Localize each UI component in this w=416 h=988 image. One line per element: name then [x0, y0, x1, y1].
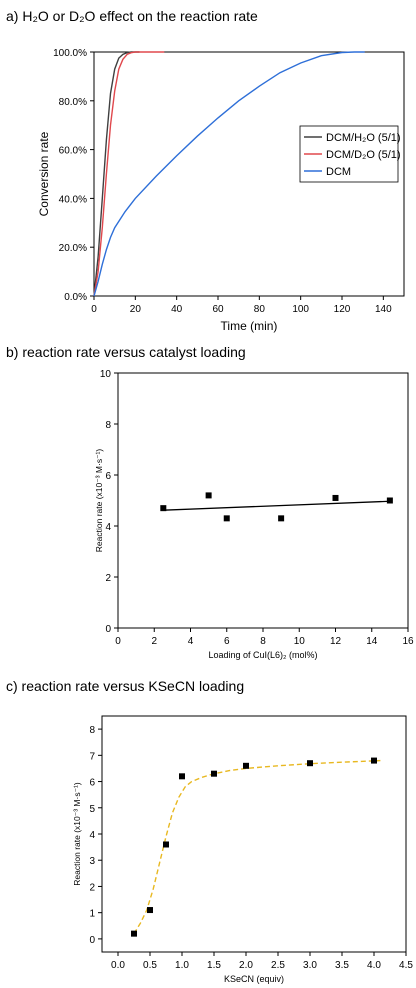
y-tick-label: 8 [89, 725, 95, 736]
y-tick-label: 10 [100, 369, 112, 380]
x-axis-label: Time (min) [221, 319, 278, 333]
data-point [223, 515, 230, 522]
y-tick-label: 6 [89, 778, 95, 789]
data-point [386, 497, 393, 504]
x-tick-label: 8 [260, 636, 266, 647]
x-tick-label: 4.5 [399, 960, 413, 971]
y-tick-label: 80.0% [59, 97, 87, 108]
y-tick-label: 0 [89, 935, 95, 946]
x-tick-label: 20 [130, 304, 142, 315]
y-tick-label: 6 [105, 471, 111, 482]
y-tick-label: 0.0% [64, 292, 87, 303]
plot-frame [93, 51, 405, 297]
chart-a-title: a) H₂O or D₂O effect on the reaction rat… [6, 8, 258, 24]
y-tick-label: 100.0% [53, 48, 87, 59]
y-tick-label: 3 [89, 856, 95, 867]
x-tick-label: 80 [254, 304, 266, 315]
y-tick-label: 2 [89, 882, 95, 893]
series-line-0 [93, 51, 140, 297]
data-point [147, 907, 153, 914]
panel-c: c) reaction rate versus KSeCN loading 0.… [0, 670, 416, 988]
x-axis-label: KSeCN (equiv) [224, 974, 284, 984]
chart-b-title: b) reaction rate versus catalyst loading [6, 344, 246, 360]
y-tick-label: 1 [89, 909, 95, 920]
x-tick-label: 0.0 [111, 960, 125, 971]
x-tick-label: 40 [171, 304, 183, 315]
y-tick-label: 5 [89, 804, 95, 815]
y-tick-label: 4 [89, 830, 95, 841]
x-tick-label: 10 [294, 636, 306, 647]
y-tick-label: 8 [105, 420, 111, 431]
x-tick-label: 3.5 [335, 960, 349, 971]
y-axis-label: Reaction rate (x10⁻³ M·s⁻¹) [72, 782, 82, 886]
x-tick-label: 2.0 [239, 960, 253, 971]
plot-frame [117, 372, 409, 629]
data-point [332, 494, 339, 501]
chart-c-title: c) reaction rate versus KSeCN loading [6, 678, 245, 694]
x-tick-label: 4.0 [367, 960, 381, 971]
data-point [307, 760, 313, 767]
y-tick-label: 0 [105, 624, 111, 635]
x-tick-label: 2 [151, 636, 157, 647]
data-point [160, 505, 167, 512]
y-tick-label: 7 [89, 751, 95, 762]
x-tick-label: 2.5 [271, 960, 285, 971]
data-point [371, 757, 377, 764]
plot-frame [101, 715, 407, 953]
x-tick-label: 0 [115, 636, 121, 647]
data-point [179, 773, 185, 780]
y-axis-label: Reaction rate (x10⁻³ M·s⁻¹) [94, 449, 104, 553]
series-line-1 [93, 51, 165, 297]
panel-a: a) H₂O or D₂O effect on the reaction rat… [0, 0, 416, 340]
x-tick-label: 14 [366, 636, 378, 647]
chart-c: 0.0 0.5 1.0 1.5 2.0 2.5 3.0 3.5 4.0 4.5 0 1 2 3 4 5 6 7 8 K… [72, 715, 413, 984]
x-tick-label: 140 [375, 304, 392, 315]
fit-curve [133, 759, 381, 934]
data-point [243, 762, 249, 769]
x-tick-label: 4 [188, 636, 194, 647]
x-tick-label: 100 [292, 304, 309, 315]
x-tick-label: 12 [330, 636, 342, 647]
x-tick-label: 0.5 [143, 960, 157, 971]
x-tick-label: 3.0 [303, 960, 317, 971]
data-point [278, 515, 285, 522]
y-axis-label: Conversion rate [37, 131, 51, 216]
x-tick-label: 6 [224, 636, 230, 647]
x-tick-label: 120 [334, 304, 351, 315]
x-tick-label: 1.5 [207, 960, 221, 971]
x-tick-label: 0 [91, 304, 97, 315]
x-tick-label: 16 [402, 636, 414, 647]
y-tick-label: 2 [105, 573, 111, 584]
data-point [131, 930, 137, 937]
legend-label-2: DCM [326, 166, 351, 178]
x-axis-label: Loading of CuI(L6)₂ (mol%) [208, 650, 317, 660]
chart-a: 0 20 40 60 80 100 120 140 0.0% 20.0% 40.0% 60.0% 80.… [37, 48, 405, 333]
data-point [211, 770, 217, 777]
legend-label-1: DCM/D₂O (5/1) [326, 149, 401, 161]
y-tick-label: 60.0% [59, 146, 87, 157]
chart-b: 0 2 4 6 8 10 12 14 16 0 2 4 6 8 10 Loading of CuI(L6)₂ … [94, 369, 414, 660]
fit-line [163, 500, 390, 511]
y-tick-label: 40.0% [59, 194, 87, 205]
y-tick-label: 4 [105, 522, 111, 533]
x-tick-label: 1.0 [175, 960, 189, 971]
panel-b: b) reaction rate versus catalyst loading… [0, 340, 416, 670]
data-point [205, 492, 212, 499]
legend-label-0: DCM/H₂O (5/1) [326, 132, 401, 144]
y-tick-label: 20.0% [59, 243, 87, 254]
series-line-2 [93, 51, 365, 297]
x-tick-label: 60 [212, 304, 224, 315]
data-point [163, 841, 169, 848]
